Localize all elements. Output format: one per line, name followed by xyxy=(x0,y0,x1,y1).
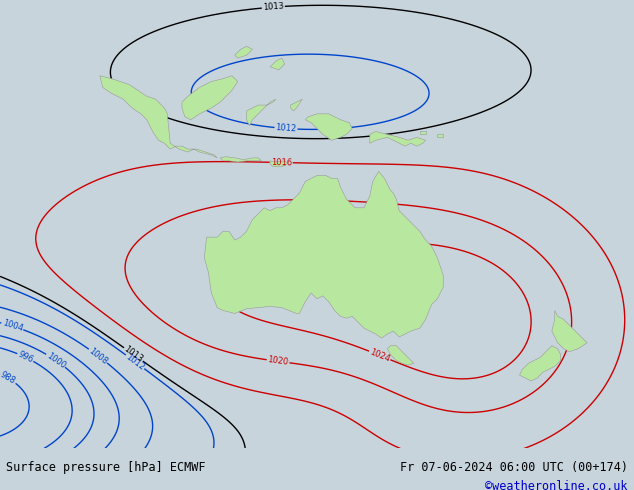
Polygon shape xyxy=(220,157,261,162)
Polygon shape xyxy=(420,131,425,134)
Text: 1020: 1020 xyxy=(267,355,289,367)
Polygon shape xyxy=(519,346,560,381)
Polygon shape xyxy=(305,114,353,140)
Text: 988: 988 xyxy=(0,370,17,386)
Text: 1024: 1024 xyxy=(368,347,391,364)
Text: 996: 996 xyxy=(16,350,34,365)
Text: 1012: 1012 xyxy=(124,352,146,372)
Text: 1016: 1016 xyxy=(271,158,292,167)
Text: 1000: 1000 xyxy=(44,351,67,370)
Text: 1008: 1008 xyxy=(87,346,109,366)
Text: ©weatheronline.co.uk: ©weatheronline.co.uk xyxy=(485,480,628,490)
Polygon shape xyxy=(204,172,443,338)
Text: Fr 07-06-2024 06:00 UTC (00+174): Fr 07-06-2024 06:00 UTC (00+174) xyxy=(399,461,628,474)
Text: 1013: 1013 xyxy=(122,344,145,364)
Text: 1013: 1013 xyxy=(262,2,284,12)
Text: 1012: 1012 xyxy=(275,123,297,134)
Text: 1004: 1004 xyxy=(1,318,24,334)
Polygon shape xyxy=(290,99,302,111)
Polygon shape xyxy=(182,76,238,120)
Polygon shape xyxy=(247,99,276,125)
Polygon shape xyxy=(100,76,217,158)
Text: Surface pressure [hPa] ECMWF: Surface pressure [hPa] ECMWF xyxy=(6,461,206,474)
Polygon shape xyxy=(270,161,288,167)
Polygon shape xyxy=(552,311,587,352)
Polygon shape xyxy=(235,47,252,58)
Polygon shape xyxy=(270,58,285,70)
Polygon shape xyxy=(387,346,414,365)
Polygon shape xyxy=(437,134,443,137)
Polygon shape xyxy=(370,131,425,146)
